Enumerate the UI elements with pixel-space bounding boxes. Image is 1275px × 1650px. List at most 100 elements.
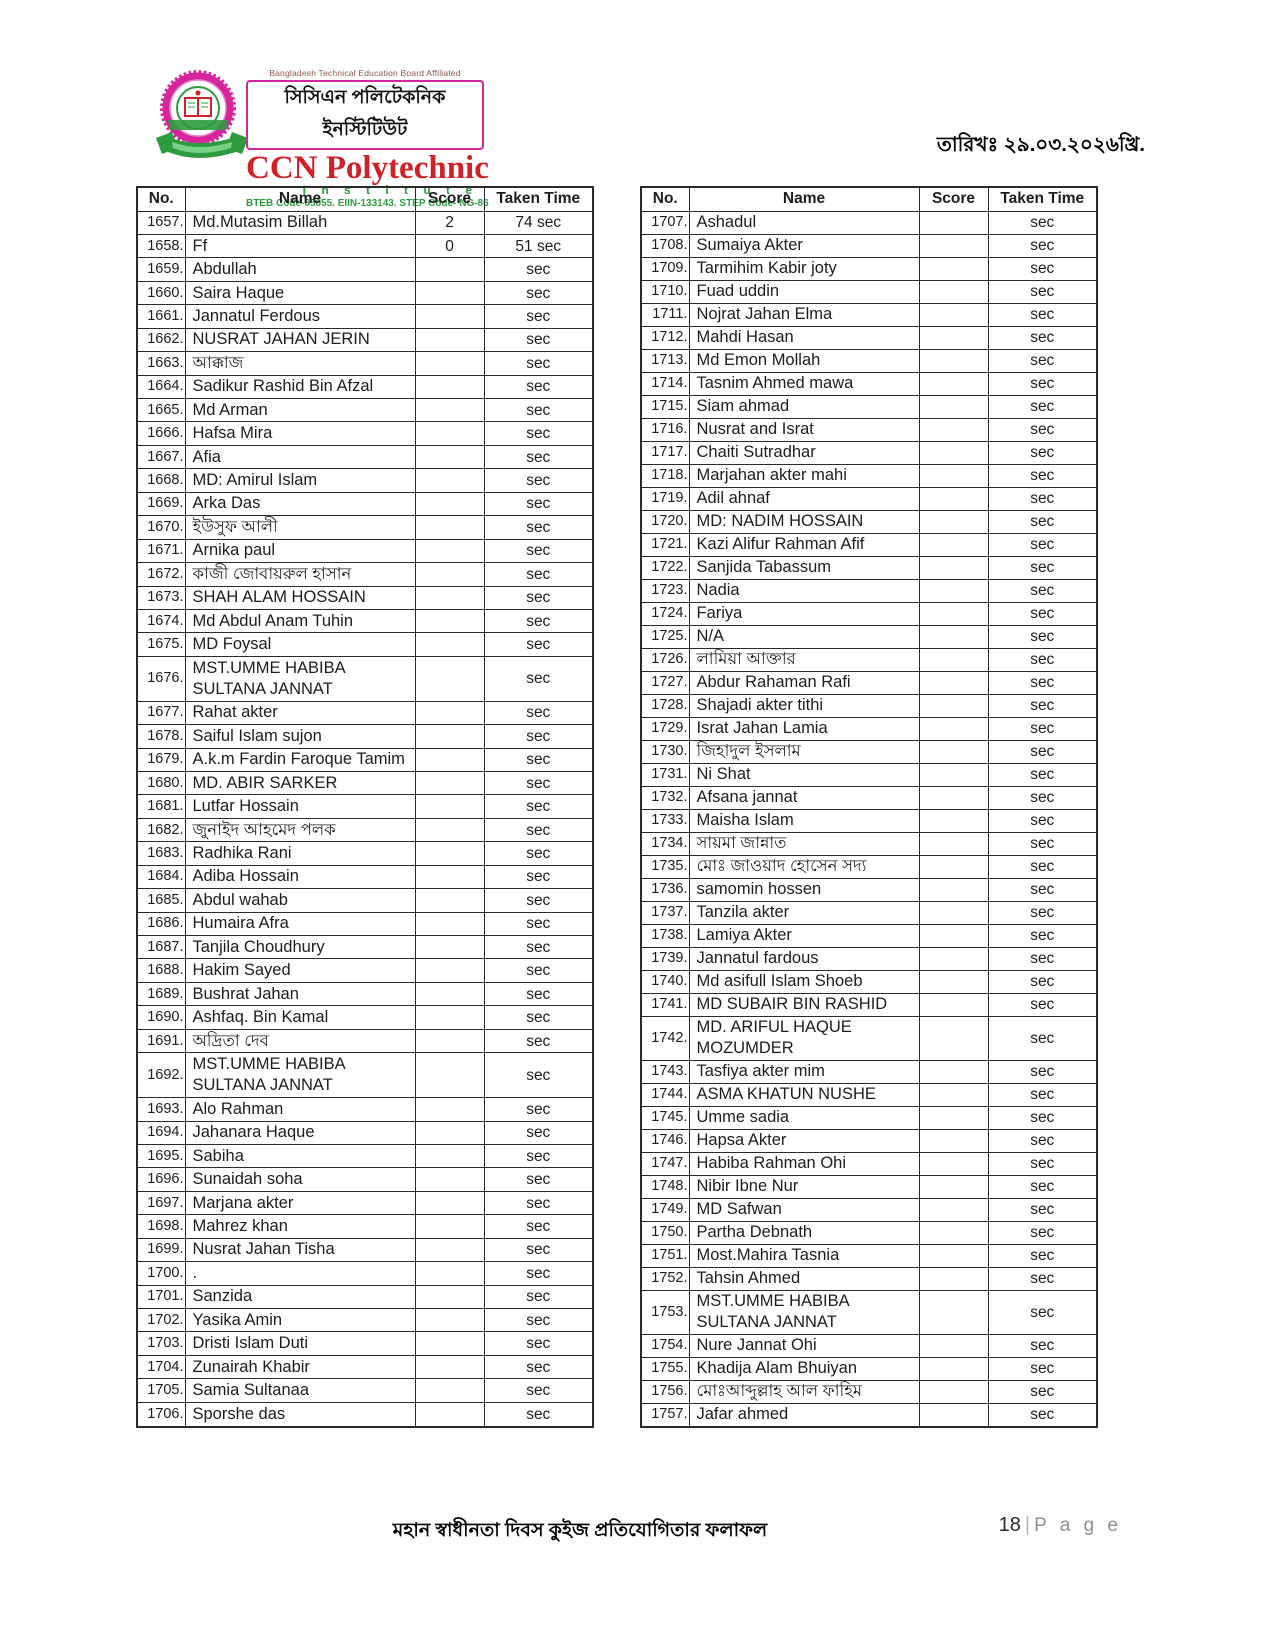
cell-score xyxy=(918,463,989,488)
cell-no: 1744. xyxy=(640,1082,690,1107)
cell-name: Jannatul Ferdous xyxy=(184,304,416,329)
table-row: 1701. Sanzida sec xyxy=(136,1284,594,1310)
cell-name: Adiba Hossain xyxy=(184,864,416,890)
cell-score xyxy=(414,747,485,772)
cell-time: sec xyxy=(987,854,1098,879)
cell-no: 1742. xyxy=(640,1015,690,1061)
table-row: 1696. Sunaidah soha sec xyxy=(136,1167,594,1192)
cell-no: 1707. xyxy=(640,210,690,235)
table-row: 1662. NUSRAT JAHAN JERIN sec xyxy=(136,327,594,353)
cell-time: sec xyxy=(483,374,594,400)
cell-no: 1678. xyxy=(136,724,186,749)
cell-score xyxy=(414,1261,485,1286)
cell-score xyxy=(414,491,485,517)
cell-no: 1704. xyxy=(136,1354,186,1380)
cell-name: Sporshe das xyxy=(184,1401,416,1428)
table-row: 1715. Siam ahmad sec xyxy=(640,394,1098,419)
cell-no: 1746. xyxy=(640,1128,690,1153)
cell-no: 1714. xyxy=(640,371,690,396)
cell-score xyxy=(918,1059,989,1084)
cell-score xyxy=(414,1378,485,1403)
cell-no: 1662. xyxy=(136,327,186,353)
table-row: 1693. Alo Rahman sec xyxy=(136,1097,594,1122)
cell-name: MD. ABIR SARKER xyxy=(184,770,416,796)
table-row: 1659. Abdullah sec xyxy=(136,257,594,282)
table-row: 1666. Hafsa Mira sec xyxy=(136,421,594,446)
cell-no: 1693. xyxy=(136,1097,186,1122)
table-row: 1740. Md asifull Islam Shoeb sec xyxy=(640,969,1098,994)
cell-time: sec xyxy=(987,877,1098,902)
cell-time: sec xyxy=(483,1378,594,1403)
cell-time: sec xyxy=(987,1197,1098,1222)
cell-no: 1672. xyxy=(136,562,186,587)
cell-score xyxy=(414,888,485,913)
table-row: 1685. Abdul wahab sec xyxy=(136,888,594,913)
cell-name: Arnika paul xyxy=(184,538,416,564)
cell-score xyxy=(414,1237,485,1263)
cell-no: 1732. xyxy=(640,785,690,810)
cell-no: 1703. xyxy=(136,1331,186,1356)
cell-no: 1687. xyxy=(136,935,186,960)
cell-no: 1753. xyxy=(640,1289,690,1335)
cell-score xyxy=(414,700,485,726)
table-row: 1689. Bushrat Jahan sec xyxy=(136,981,594,1007)
cell-no: 1657. xyxy=(136,210,186,235)
cell-time: sec xyxy=(987,532,1098,557)
results-table-right: No. Name Score Taken Time 1707. Ashadul se… xyxy=(640,186,1098,1428)
cell-no: 1684. xyxy=(136,864,186,890)
table-row: 1688. Hakim Sayed sec xyxy=(136,958,594,983)
cell-time: sec xyxy=(987,1333,1098,1358)
cell-no: 1670. xyxy=(136,515,186,540)
cell-score xyxy=(414,1284,485,1310)
cell-no: 1681. xyxy=(136,794,186,819)
cell-name: Chaiti Sutradhar xyxy=(688,440,920,465)
table-row: 1681. Lutfar Hossain sec xyxy=(136,794,594,819)
table-row: 1742. MD. ARIFUL HAQUE MOZUMDER sec xyxy=(640,1015,1098,1061)
table-row: 1674. Md Abdul Anam Tuhin sec xyxy=(136,608,594,634)
cell-name: Sabiha xyxy=(184,1143,416,1169)
table-row: 1697. Marjana akter sec xyxy=(136,1190,594,1216)
cell-no: 1733. xyxy=(640,808,690,833)
cell-score xyxy=(414,1331,485,1356)
cell-score xyxy=(414,585,485,610)
cell-no: 1734. xyxy=(640,831,690,856)
table-row: 1679. A.k.m Fardin Faroque Tamim sec xyxy=(136,747,594,772)
cell-time: sec xyxy=(987,647,1098,672)
cell-no: 1739. xyxy=(640,946,690,971)
table-row: 1706. Sporshe das sec xyxy=(136,1401,594,1428)
cell-name: Jannatul fardous xyxy=(688,946,920,971)
cell-no: 1667. xyxy=(136,444,186,470)
cell-score xyxy=(414,1214,485,1239)
table-row: 1703. Dristi Islam Duti sec xyxy=(136,1331,594,1356)
cell-time: sec xyxy=(483,468,594,493)
cell-no: 1754. xyxy=(640,1333,690,1358)
cell-no: 1722. xyxy=(640,555,690,580)
table-row: 1716. Nusrat and Israt sec xyxy=(640,417,1098,442)
cell-name: samomin hossen xyxy=(688,877,920,902)
page-number-label: P a g e xyxy=(1034,1515,1122,1536)
logo-emblem-icon xyxy=(156,70,248,158)
cell-time: sec xyxy=(987,1082,1098,1107)
cell-no: 1725. xyxy=(640,624,690,649)
table-row: 1755. Khadija Alam Bhuiyan sec xyxy=(640,1356,1098,1381)
table-row: 1691. অদ্রিতা দেব sec xyxy=(136,1028,594,1054)
cell-no: 1738. xyxy=(640,923,690,948)
cell-time: sec xyxy=(987,1151,1098,1176)
cell-no: 1680. xyxy=(136,770,186,796)
cell-time: sec xyxy=(483,538,594,564)
cell-time: sec xyxy=(987,325,1098,350)
results-tables: No. Name Score Taken Time 1657. Md.Mutasi… xyxy=(136,186,1098,1428)
cell-name: Jahanara Haque xyxy=(184,1120,416,1145)
cell-score xyxy=(414,257,485,282)
cell-name: Habiba Rahman Ohi xyxy=(688,1151,920,1176)
cell-no: 1745. xyxy=(640,1105,690,1130)
table-row: 1723. Nadia sec xyxy=(640,578,1098,603)
cell-time: sec xyxy=(483,1284,594,1310)
cell-name: কাজী জোবায়রুল হাসান xyxy=(184,562,416,587)
table-row: 1752. Tahsin Ahmed sec xyxy=(640,1266,1098,1291)
cell-time: sec xyxy=(483,491,594,517)
cell-no: 1675. xyxy=(136,632,186,657)
cell-name: Md.Mutasim Billah xyxy=(184,210,416,235)
cell-name: SHAH ALAM HOSSAIN xyxy=(184,585,416,610)
cell-no: 1665. xyxy=(136,397,186,423)
